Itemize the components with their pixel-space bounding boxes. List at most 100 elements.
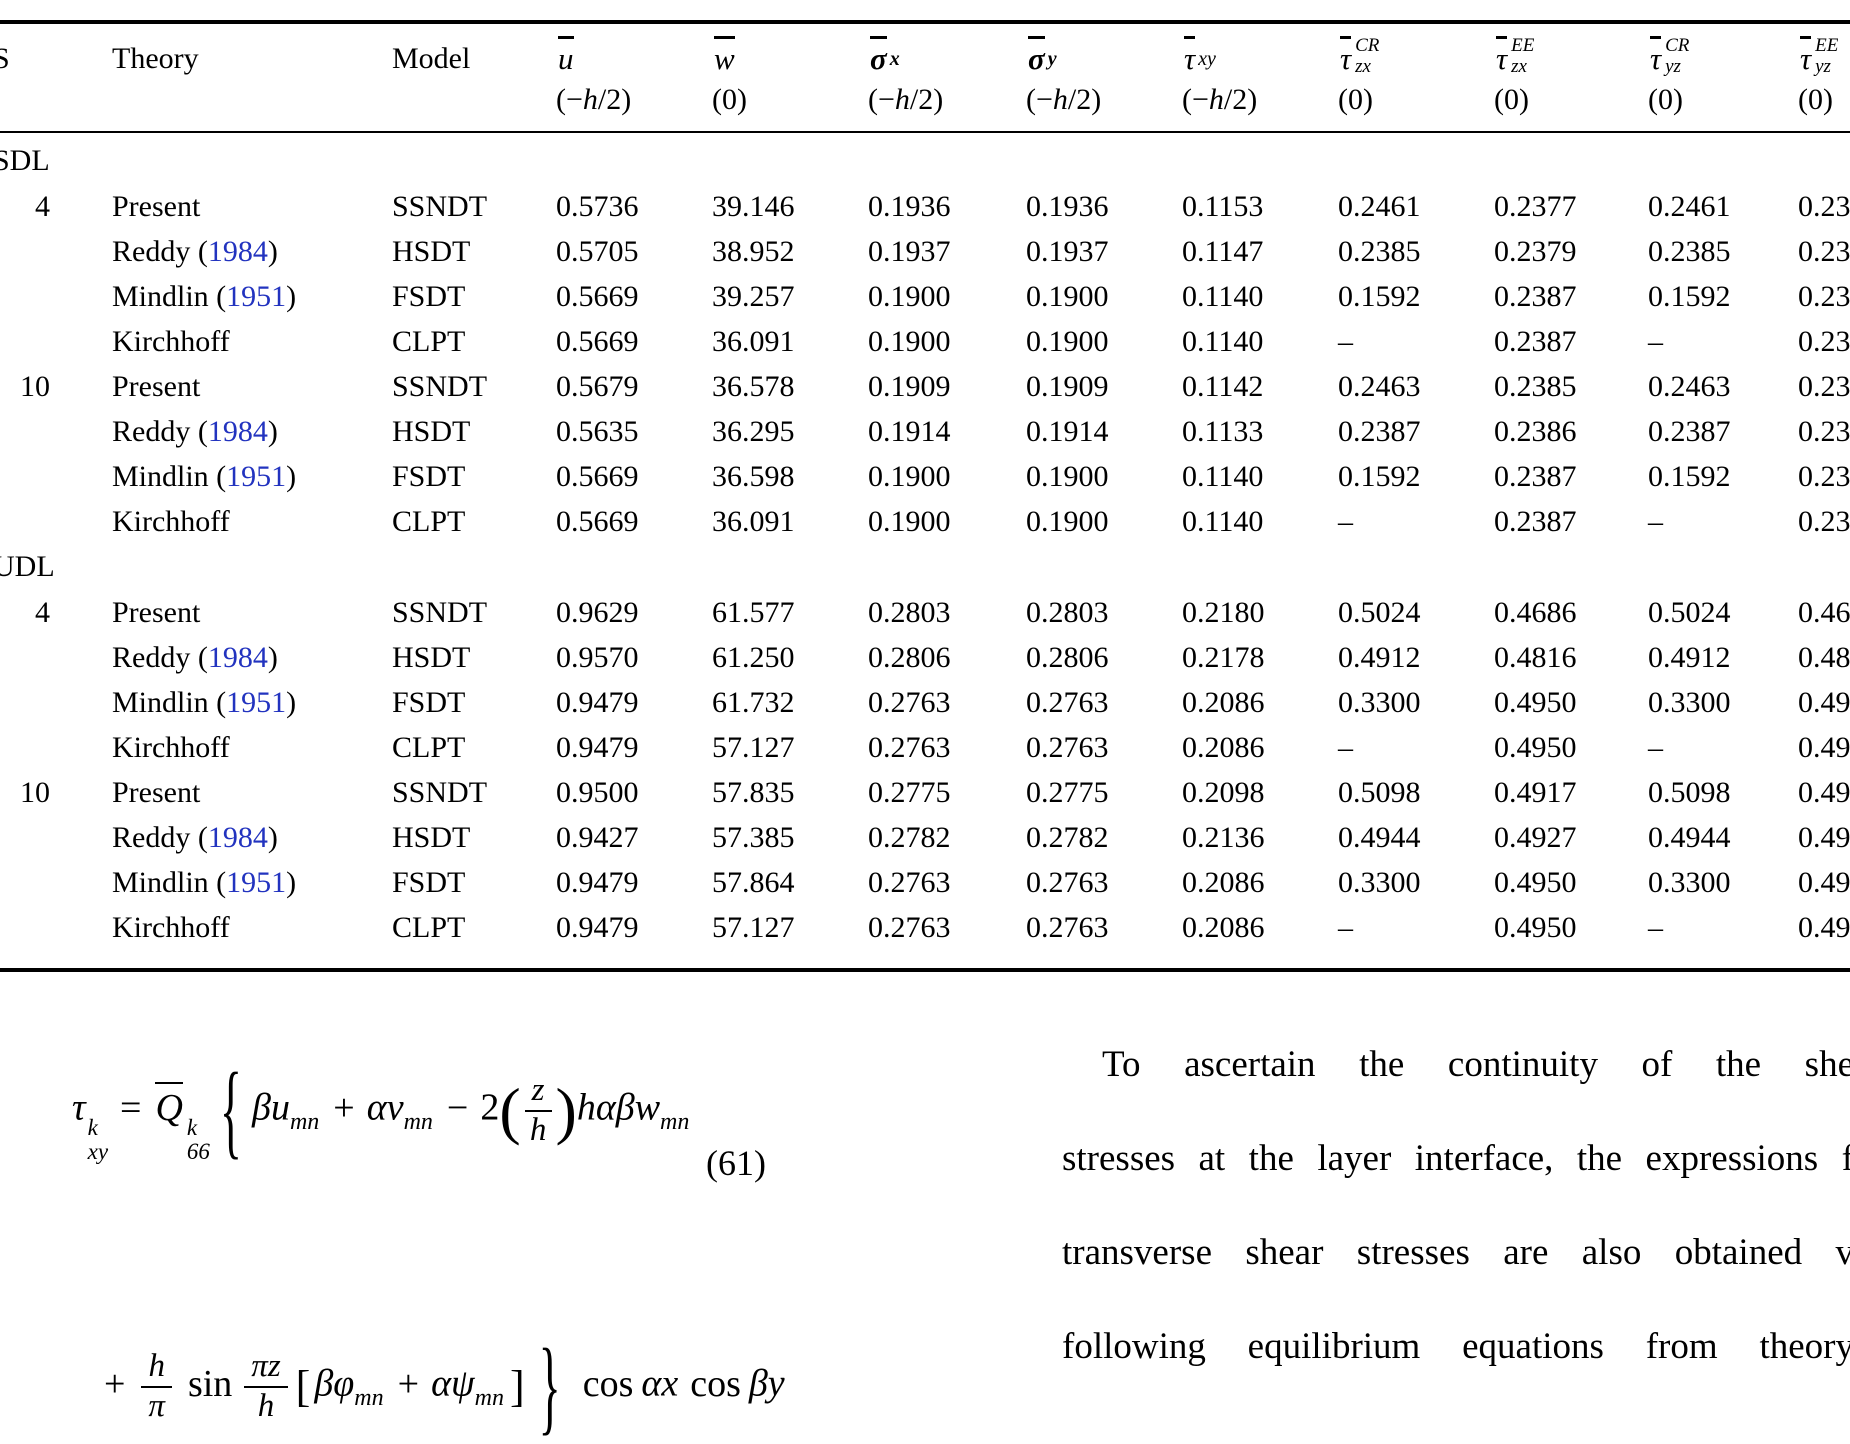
- value-cell: 0.1592: [1338, 459, 1421, 493]
- value-cell: 0.2763: [1026, 865, 1109, 899]
- column-header: τ EE zx (0): [1494, 35, 1535, 116]
- value-cell: 61.250: [712, 640, 795, 674]
- value-cell: 0.2763: [868, 685, 951, 719]
- value-cell: 0.9479: [556, 910, 639, 944]
- citation-link[interactable]: 1984: [207, 640, 268, 674]
- value-cell: 39.146: [712, 189, 795, 223]
- value-cell: 0.9479: [556, 685, 639, 719]
- value-cell: 0.2086: [1182, 865, 1265, 899]
- value-cell: 0.4944: [1338, 820, 1421, 854]
- value-cell: 0.1140: [1182, 459, 1264, 493]
- value-cell: 0.2461: [1338, 189, 1421, 223]
- value-cell: 61.577: [712, 595, 795, 629]
- value-cell: 0.4927: [1494, 820, 1577, 854]
- model-cell: FSDT: [392, 459, 466, 493]
- value-cell: 0.2385: [1648, 234, 1731, 268]
- value-cell: 0.2803: [868, 595, 951, 629]
- value-cell: 0.9629: [556, 595, 639, 629]
- citation-link[interactable]: 1951: [226, 459, 287, 493]
- value-cell: 39.257: [712, 279, 795, 313]
- model-cell: SSNDT: [392, 189, 488, 223]
- value-cell: 0.1153: [1182, 189, 1264, 223]
- value-cell: 0.1900: [1026, 279, 1109, 313]
- citation-link[interactable]: 1984: [207, 414, 268, 448]
- table-row: Reddy (1984) HSDT 0.9427 57.385 0.2782 0.2782…: [0, 815, 1850, 860]
- citation-link[interactable]: 1951: [226, 279, 287, 313]
- theory-cell: Present: [112, 595, 201, 629]
- citation-link[interactable]: 1951: [226, 685, 287, 719]
- value-cell: 0.1900: [868, 459, 951, 493]
- model-cell: HSDT: [392, 234, 471, 268]
- theory-cell: Reddy (1984): [112, 234, 278, 268]
- column-header: σ y (−h/2): [1026, 34, 1182, 122]
- value-cell: 0.1937: [1026, 234, 1109, 268]
- value-cell: 0.1909: [868, 369, 951, 403]
- value-cell: 0.2782: [868, 820, 951, 854]
- value-cell: 0.3300: [1338, 685, 1421, 719]
- citation-link[interactable]: 1951: [226, 865, 287, 899]
- value-cell: 57.835: [712, 775, 795, 809]
- value-cell: 36.091: [712, 324, 795, 358]
- s-value: 10: [20, 775, 50, 809]
- theory-cell: Mindlin (1951): [112, 459, 297, 493]
- table-top-rule: [0, 20, 1850, 24]
- value-cell: 0.9479: [556, 865, 639, 899]
- value-cell: –: [1648, 730, 1663, 764]
- value-cell: 0.23: [1798, 324, 1850, 358]
- model-cell: SSNDT: [392, 595, 488, 629]
- value-cell: 0.5098: [1648, 775, 1731, 809]
- column-header: S: [0, 42, 10, 75]
- citation-link[interactable]: 1984: [207, 820, 268, 854]
- value-cell: 38.952: [712, 234, 795, 268]
- value-cell: 0.2387: [1338, 414, 1421, 448]
- table-row: 10 Present SSNDT 0.9500 57.835 0.2775 0.2775 0.…: [0, 770, 1850, 815]
- value-cell: 0.1900: [868, 324, 951, 358]
- value-cell: 0.4816: [1494, 640, 1577, 674]
- table-row: Reddy (1984) HSDT 0.5635 36.295 0.1914 0.1914…: [0, 409, 1850, 454]
- value-cell: 0.1592: [1338, 279, 1421, 313]
- value-cell: 0.1900: [1026, 504, 1109, 538]
- theory-cell: Mindlin (1951): [112, 279, 297, 313]
- table-row: Reddy (1984) HSDT 0.9570 61.250 0.2806 0.2806…: [0, 635, 1850, 680]
- value-cell: 0.1147: [1182, 234, 1264, 268]
- model-cell: HSDT: [392, 640, 471, 674]
- value-cell: 0.1140: [1182, 324, 1264, 358]
- column-header: τ CR zx (0): [1338, 35, 1380, 116]
- theory-cell: Mindlin (1951): [112, 865, 297, 899]
- theory-cell: Kirchhoff: [112, 730, 230, 764]
- value-cell: –: [1648, 324, 1663, 358]
- value-cell: 0.5736: [556, 189, 639, 223]
- citation-link[interactable]: 1984: [207, 234, 268, 268]
- paragraph-line: transverse shear stresses are also obtai…: [1062, 1232, 1850, 1273]
- value-cell: 0.2463: [1648, 369, 1731, 403]
- value-cell: 0.23: [1798, 504, 1850, 538]
- value-cell: 0.1909: [1026, 369, 1109, 403]
- value-cell: 36.295: [712, 414, 795, 448]
- section-label: UDL: [0, 550, 55, 583]
- equation-number: (61): [706, 1143, 766, 1183]
- value-cell: 0.2180: [1182, 595, 1265, 629]
- value-cell: 0.9570: [556, 640, 639, 674]
- value-cell: 0.2086: [1182, 910, 1265, 944]
- model-cell: HSDT: [392, 414, 471, 448]
- model-cell: CLPT: [392, 730, 466, 764]
- value-cell: 0.2379: [1494, 234, 1577, 268]
- value-cell: 0.23: [1798, 459, 1850, 493]
- value-cell: 0.2385: [1494, 369, 1577, 403]
- value-cell: 0.23: [1798, 414, 1850, 448]
- paragraph-line: following equilibrium equations from the…: [1062, 1326, 1850, 1367]
- value-cell: 0.2803: [1026, 595, 1109, 629]
- value-cell: 0.1900: [1026, 459, 1109, 493]
- model-cell: FSDT: [392, 279, 466, 313]
- table-row: Mindlin (1951) FSDT 0.5669 39.257 0.1900 0.19…: [0, 274, 1850, 319]
- value-cell: –: [1338, 324, 1353, 358]
- value-cell: 0.4950: [1494, 910, 1577, 944]
- model-cell: SSNDT: [392, 775, 488, 809]
- theory-cell: Kirchhoff: [112, 910, 230, 944]
- value-cell: 0.3300: [1648, 865, 1731, 899]
- value-cell: 0.3300: [1338, 865, 1421, 899]
- value-cell: 0.46: [1798, 595, 1850, 629]
- value-cell: –: [1338, 730, 1353, 764]
- table-row: 10 Present SSNDT 0.5679 36.578 0.1909 0.1909 0.…: [0, 364, 1850, 409]
